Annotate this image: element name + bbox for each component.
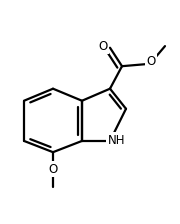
Text: O: O (146, 55, 156, 68)
Text: NH: NH (108, 134, 125, 146)
Text: O: O (48, 163, 58, 176)
Text: O: O (98, 40, 107, 53)
